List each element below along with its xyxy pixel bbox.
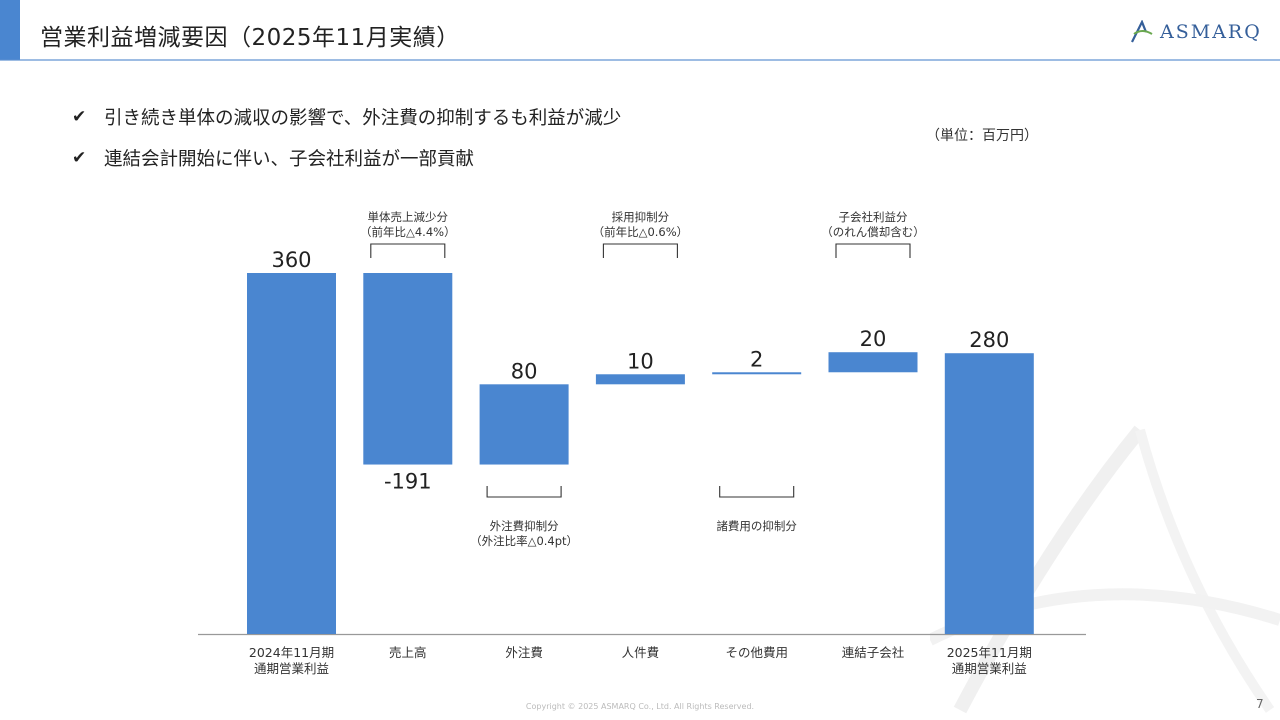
check-icon: ✔: [72, 107, 87, 127]
category-label-6: 2025年11月期: [947, 645, 1032, 660]
check-icon: ✔: [72, 148, 87, 168]
bullet-2-text: 連結会計開始に伴い、子会社利益が一部貢献: [104, 149, 475, 170]
annotation-text-2: 採用抑制分: [612, 210, 670, 224]
data-label-0: 360: [271, 248, 311, 272]
page-title: 営業利益増減要因（2025年11月実績）: [40, 25, 460, 51]
category-label-0: 通期営業利益: [254, 661, 329, 676]
bar-5: [828, 352, 918, 373]
annotation-text-0: 単体売上減少分: [368, 210, 449, 224]
bar-4: [712, 372, 802, 375]
category-label-3: 人件費: [622, 645, 660, 660]
data-label-4: 2: [750, 347, 763, 371]
bullet-2: ✔ 連結会計開始に伴い、子会社利益が一部貢献: [72, 145, 474, 171]
annotation-bracket-1: [486, 486, 562, 498]
category-label-5: 連結子会社: [842, 645, 905, 660]
bullet-1-text: 引き続き単体の減収の影響で、外注費の抑制するも利益が減少: [104, 108, 622, 129]
data-label-5: 20: [860, 327, 887, 351]
data-label-6: 280: [969, 328, 1009, 352]
page-number: 7: [1256, 697, 1264, 711]
bar-2: [479, 384, 569, 465]
bar-3: [595, 374, 685, 385]
annotation-bracket-4: [835, 243, 911, 258]
bar-6: [944, 353, 1034, 634]
category-label-2: 外注費: [505, 645, 543, 660]
logo-text: ASMARQ: [1160, 21, 1262, 43]
category-label-4: その他費用: [725, 645, 788, 660]
annotation-text-4: （のれん償却含む）: [821, 225, 925, 239]
category-label-6: 通期営業利益: [952, 661, 1027, 676]
data-label-3: 10: [627, 349, 654, 373]
data-label-2: 80: [511, 359, 538, 383]
title-bar: 営業利益増減要因（2025年11月実績） ASMARQ: [0, 0, 1280, 61]
title-accent-bar: [0, 0, 20, 60]
annotation-bracket-2: [602, 243, 678, 258]
title-underline: [0, 59, 1280, 61]
data-label-1: -191: [384, 470, 432, 494]
annotation-text-1: （外注比率△0.4pt）: [470, 534, 578, 548]
annotation-text-2: （前年比△0.6%）: [593, 225, 689, 239]
bullet-1: ✔ 引き続き単体の減収の影響で、外注費の抑制するも利益が減少: [72, 104, 621, 130]
company-logo: ASMARQ: [1130, 20, 1262, 44]
category-label-0: 2024年11月期: [249, 645, 334, 660]
annotation-text-1: 外注費抑制分: [490, 519, 559, 533]
annotation-bracket-0: [370, 243, 446, 258]
annotation-text-0: （前年比△4.4%）: [360, 225, 456, 239]
bar-0: [247, 273, 336, 634]
copyright: Copyright © 2025 ASMARQ Co., Ltd. All Ri…: [525, 702, 755, 711]
unit-label: （単位：百万円）: [926, 128, 1038, 144]
asmarq-logo-icon: [1131, 20, 1153, 43]
annotation-text-4: 子会社利益分: [839, 210, 908, 224]
annotation-bracket-3: [719, 486, 795, 498]
annotation-text-3: 諸費用の抑制分: [716, 519, 797, 533]
category-label-1: 売上高: [389, 645, 427, 660]
bar-1: [363, 273, 453, 465]
